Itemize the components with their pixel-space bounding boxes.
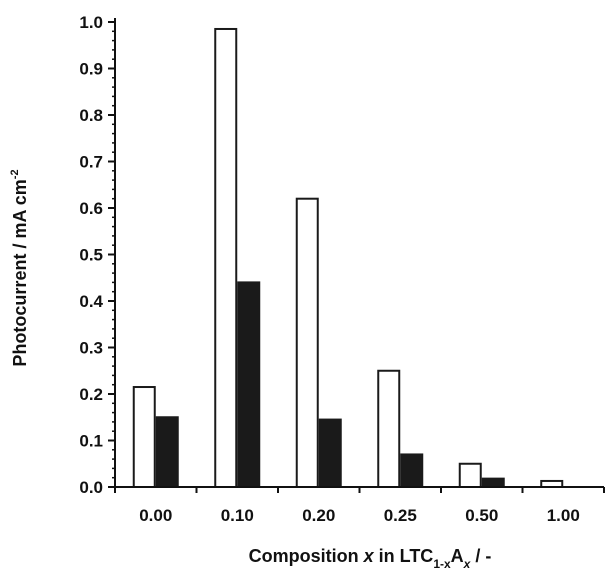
y-tick-label: 0.3 (79, 339, 103, 358)
bar-filled (400, 453, 424, 489)
x-tick-label: 1.00 (547, 506, 580, 525)
x-tick-label: 0.25 (384, 506, 417, 525)
y-tick-label: 0.7 (79, 153, 103, 172)
bar-open (458, 462, 482, 488)
bar-filled (155, 416, 179, 488)
x-tick-labels: 0.00 0.10 0.20 0.25 0.50 1.00 (139, 506, 580, 525)
x-tick-label: 0.00 (139, 506, 172, 525)
y-tick-label: 1.0 (79, 13, 103, 32)
bar-filled (318, 418, 342, 489)
bar-open (295, 197, 319, 488)
y-tick-label: 0.9 (79, 60, 103, 79)
y-tick-labels: 0.0 0.1 0.2 0.3 0.4 0.5 0.6 0.7 0.8 0.9 1.0 (79, 13, 103, 497)
x-tick-label: 0.50 (465, 506, 498, 525)
bar-filled (237, 281, 261, 488)
y-tick-label: 0.2 (79, 385, 103, 404)
y-axis-title: Photocurrent / mA cm-2 (9, 169, 30, 366)
bar-open (377, 369, 401, 488)
x-tick-label: 0.20 (302, 506, 335, 525)
x-tick-label: 0.10 (221, 506, 254, 525)
y-tick-label: 0.8 (79, 106, 103, 125)
y-tick-label: 0.6 (79, 199, 103, 218)
x-axis-title-subscript: x (463, 557, 472, 571)
y-tick-label: 0.1 (79, 432, 103, 451)
axes (108, 18, 605, 493)
bar-open (132, 386, 156, 488)
bar-open (214, 27, 238, 488)
x-axis-title: Composition x in LTC1-xAx / - (249, 546, 492, 571)
plot-area (132, 27, 564, 489)
y-axis-title-superscript: -2 (9, 169, 21, 179)
bar-filled (481, 477, 505, 489)
y-tick-label: 0.4 (79, 292, 103, 311)
y-tick-label: 0.0 (79, 478, 103, 497)
y-tick-label: 0.5 (79, 246, 103, 265)
x-axis-title-subscript: 1-x (433, 557, 451, 571)
